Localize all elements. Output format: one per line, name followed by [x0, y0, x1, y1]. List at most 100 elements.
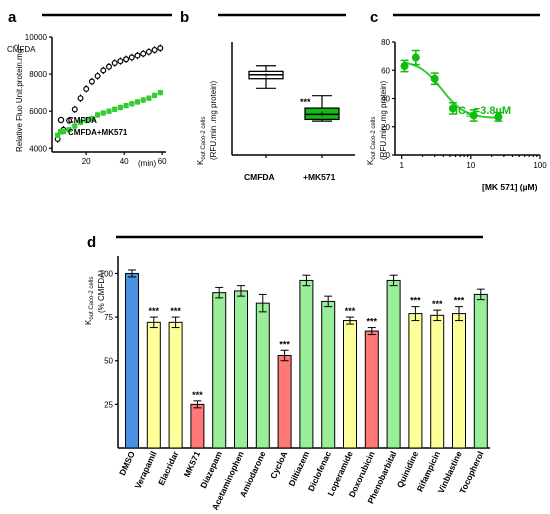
panel-a-point-cmfda-mk571	[112, 106, 118, 112]
panel-c-ic50-annotation: IC50=3.8µM	[455, 105, 511, 119]
legend-label-cmfda: CMFDA	[68, 116, 97, 125]
panel-d-bar	[408, 313, 423, 449]
panel-a-chart: CMFDA Relative Fluo Unit.protein.mg-1 (m…	[7, 33, 167, 168]
panel-a-point-cmfda-mk571	[157, 90, 163, 96]
panel-a-point-cmfda	[66, 117, 73, 124]
panel-d-significance: ***	[170, 306, 181, 316]
panel-d-category-label: Elacridar	[156, 449, 181, 487]
panel-a-point-cmfda-mk571	[146, 95, 152, 101]
panel-b-category-cmfda: CMFDA	[244, 172, 275, 182]
panel-a-point-cmfda-mk571	[77, 119, 84, 125]
panel-d-significance: ***	[432, 299, 443, 309]
panel-a-point-cmfda	[145, 48, 152, 55]
panel-a-point-cmfda	[77, 95, 84, 102]
panel-b-significance: ***	[300, 97, 311, 107]
legend-marker-cmfda-mk571	[58, 129, 64, 135]
panel-c-ylabel-1: Kout Caco-2 cells	[366, 117, 377, 165]
panel-a-point-cmfda	[123, 56, 130, 63]
panel-d-category-label: Verapamil	[133, 450, 159, 491]
panel-d-ytick-label: 75	[104, 313, 113, 322]
panel-d-bar	[125, 272, 139, 449]
panel-c-point	[448, 104, 457, 113]
panel-d-ylabel-2: (% CMFDA)	[97, 270, 106, 313]
panel-d-ytick-label: 25	[104, 400, 113, 409]
panel-d-bar	[430, 314, 445, 449]
panel-a-point-cmfda-mk571	[117, 104, 123, 111]
panel-a-point-cmfda	[117, 58, 124, 65]
panel-a-point-cmfda	[88, 78, 95, 85]
panel-b-chart: Kout Caco-2 cells (RFU.min .mg protein) …	[196, 42, 355, 182]
panel-d-category-label: Diltiazem	[286, 449, 311, 487]
panel-a-point-cmfda-mk571	[83, 117, 89, 124]
panel-a-point-cmfda	[71, 106, 78, 113]
panel-a-point-cmfda-mk571	[106, 108, 112, 114]
panel-a-point-cmfda-mk571	[129, 101, 135, 107]
panel-d-label: d	[87, 234, 96, 251]
legend-marker-cmfda	[57, 116, 65, 124]
panel-d-bar	[473, 293, 488, 449]
panel-a-ytick-label: 4000	[29, 144, 47, 153]
panel-a-xtick-label: 40	[120, 157, 129, 166]
panel-a-point-cmfda	[111, 59, 118, 66]
panel-b-category-mk571: +MK571	[303, 172, 336, 182]
panel-d-bar	[146, 321, 161, 449]
panel-d-significance: ***	[410, 296, 421, 306]
panel-c-ytick-label: 80	[381, 38, 390, 47]
panel-c-point	[430, 74, 439, 83]
panel-c-ytick-label: 0	[386, 151, 391, 160]
panel-a-ytick-label: 8000	[29, 70, 47, 79]
panel-c-ytick-label: 60	[381, 66, 390, 75]
panel-a-point-cmfda-mk571	[100, 110, 106, 116]
panel-a-xtick-label: 60	[158, 157, 167, 166]
panel-a-ylabel-1: CMFDA	[7, 45, 36, 54]
panel-d-category-label: DMSO	[117, 449, 137, 477]
panel-a-point-cmfda	[157, 45, 164, 52]
panel-a-point-cmfda-mk571	[55, 132, 61, 138]
panel-b-ylabel-2: (RFU.min .mg protein)	[209, 81, 218, 160]
panel-d-bar	[452, 313, 466, 449]
panel-c-xlabel: [MK 571] (µM)	[482, 182, 538, 192]
panel-d-bar	[343, 320, 357, 449]
panel-c-xtick-label: 10	[466, 161, 475, 170]
panel-d-significance: ***	[149, 306, 160, 316]
panel-d-bar	[212, 292, 227, 449]
panel-a-xlabel: (min)	[138, 159, 157, 168]
panel-d-significance: ***	[367, 317, 378, 327]
panel-d-category-label: MK571	[182, 449, 203, 478]
panel-b-mean-marker: +	[319, 109, 325, 120]
panel-d-bar	[190, 403, 205, 449]
panel-d-chart: Kout Caco-2 cells (% CMFDA) 25 50 75 100 DM…	[84, 256, 490, 512]
panel-d-category-label: CycloA	[268, 450, 289, 481]
panel-c-xtick-label: 100	[533, 161, 547, 170]
panel-d-ytick-label: 50	[104, 357, 113, 366]
panel-d-significance: ***	[345, 306, 356, 316]
legend-label-cmfda-mk571: CMFDA+MK571	[68, 128, 128, 137]
panel-a-point-cmfda-mk571	[89, 116, 95, 122]
panel-a-point-cmfda	[140, 50, 147, 57]
panel-c-point	[469, 111, 478, 120]
panel-d-bar	[386, 279, 401, 449]
panel-c-point	[411, 53, 420, 62]
panel-a-point-cmfda	[105, 63, 112, 70]
panel-d-bar	[234, 290, 248, 449]
panel-b-label: b	[180, 9, 189, 26]
panel-a-point-cmfda-mk571	[66, 127, 72, 133]
panel-a-point-cmfda-mk571	[152, 92, 158, 99]
panel-d-bar	[168, 321, 183, 449]
panel-a-point-cmfda	[151, 46, 158, 53]
panel-b-ylabel-1: Kout Caco-2 cells	[196, 117, 207, 165]
panel-b-mean-marker: +	[263, 71, 269, 82]
panel-a-point-cmfda	[94, 72, 101, 79]
panel-a-point-cmfda	[83, 85, 90, 92]
panel-d-significance: ***	[279, 339, 290, 349]
panel-d-ylabel-1: Kout Caco-2 cells	[84, 277, 95, 325]
panel-a-ytick-label: 10000	[25, 33, 48, 42]
panel-a-point-cmfda	[100, 67, 107, 74]
panel-c-point	[494, 112, 503, 121]
panel-c-fit-curve	[403, 61, 502, 119]
panel-c-ytick-label: 20	[381, 123, 390, 132]
panel-a-point-cmfda-mk571	[123, 103, 129, 109]
panel-d-bar	[299, 279, 314, 449]
panel-a-ytick-label: 6000	[29, 107, 47, 116]
